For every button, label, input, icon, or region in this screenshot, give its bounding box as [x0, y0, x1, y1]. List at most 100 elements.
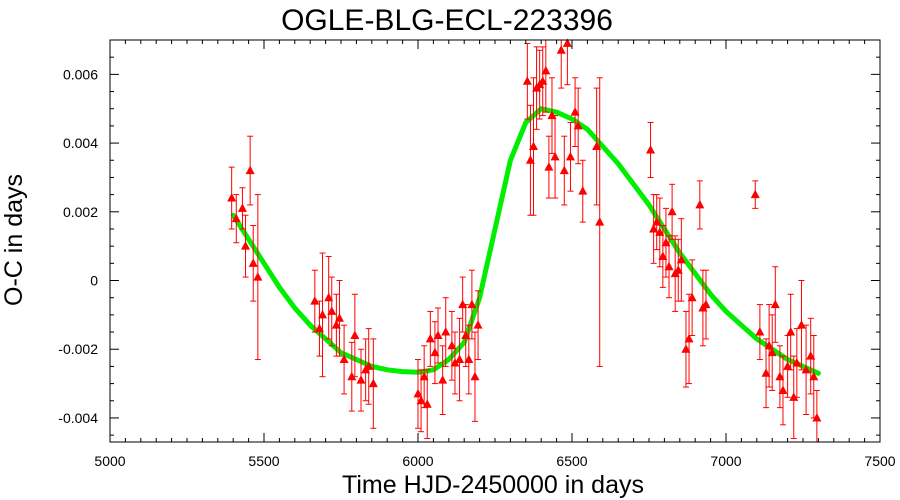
triangle-marker — [796, 320, 806, 329]
triangle-marker — [470, 371, 480, 381]
triangle-marker — [430, 347, 440, 357]
triangle-marker — [356, 375, 366, 384]
triangle-marker — [450, 357, 460, 367]
x-axis-label: Time HJD-2450000 in days — [342, 471, 644, 499]
data-point — [522, 42, 532, 120]
data-point — [318, 252, 328, 378]
triangle-marker — [461, 330, 471, 339]
triangle-marker — [750, 189, 760, 199]
triangle-marker — [755, 327, 765, 336]
triangle-marker — [529, 141, 538, 151]
triangle-marker — [812, 412, 822, 422]
data-point — [796, 280, 806, 371]
fit-curve — [230, 106, 821, 376]
data-point — [458, 276, 468, 333]
data-point — [565, 121, 575, 192]
data-point — [559, 135, 569, 206]
data-point — [664, 235, 674, 299]
data-point — [701, 269, 711, 340]
triangle-marker — [310, 296, 320, 305]
triangle-marker — [655, 227, 665, 236]
triangle-marker — [570, 107, 580, 116]
triangle-marker — [331, 320, 341, 329]
triangle-marker — [433, 330, 443, 339]
data-point — [775, 345, 785, 409]
data-point — [544, 135, 554, 199]
data-point — [241, 214, 251, 278]
data-point — [237, 187, 247, 230]
triangle-marker — [334, 313, 344, 322]
triangle-marker — [416, 395, 426, 405]
data-point — [529, 77, 538, 216]
y-tick-label: 0.002 — [63, 204, 98, 220]
triangle-marker — [339, 354, 349, 364]
triangle-marker — [573, 120, 583, 130]
data-point — [684, 293, 694, 385]
data-point — [245, 135, 255, 206]
data-point — [425, 310, 435, 367]
y-tick-label: -0.002 — [58, 341, 98, 357]
data-point — [334, 280, 344, 357]
triangle-marker — [538, 76, 548, 85]
triangle-marker — [778, 385, 788, 394]
triangle-marker — [473, 320, 483, 329]
triangle-marker — [314, 323, 324, 333]
axes-layer: 5000 5500 6000 6500 7000 7500 -0.004 -0.002 0 0.0… — [58, 40, 896, 469]
x-tick-label: 6500 — [556, 453, 587, 469]
data-point — [350, 293, 360, 378]
data-point — [789, 355, 799, 440]
data-point — [347, 341, 357, 412]
triangle-marker — [786, 327, 796, 336]
triangle-marker — [565, 151, 575, 161]
data-point — [227, 166, 237, 230]
data-point — [473, 290, 483, 361]
data-point — [339, 324, 349, 395]
data-point — [592, 87, 602, 206]
data-point — [314, 300, 324, 357]
triangle-marker — [525, 155, 535, 164]
data-point — [253, 194, 263, 361]
triangle-marker — [701, 299, 711, 309]
chart-title: OGLE-BLG-ECL-223396 — [281, 4, 613, 37]
data-point — [562, 38, 572, 86]
triangle-marker — [789, 392, 799, 401]
data-point — [578, 159, 588, 223]
data-point — [786, 293, 796, 371]
data-point — [812, 389, 822, 442]
triangle-marker — [248, 258, 258, 267]
fit-curve-layer — [230, 106, 821, 376]
triangle-marker — [649, 223, 659, 233]
x-tick-label: 7000 — [710, 453, 741, 469]
data-point — [667, 183, 677, 240]
y-axis-label: O-C in days — [0, 174, 28, 306]
triangle-marker — [413, 388, 423, 398]
triangle-marker — [441, 327, 451, 336]
triangle-marker — [673, 265, 683, 274]
triangle-marker — [467, 299, 477, 309]
triangle-marker — [783, 361, 793, 370]
data-point — [461, 304, 471, 367]
triangle-marker — [684, 333, 694, 343]
triangle-marker — [227, 193, 237, 202]
data-point — [433, 307, 443, 364]
data-point — [570, 77, 580, 148]
data-point — [755, 304, 765, 361]
data-point — [809, 334, 819, 419]
data-point — [447, 310, 457, 381]
data-point — [550, 115, 560, 199]
data-point — [655, 197, 665, 268]
triangle-marker — [547, 110, 557, 120]
triangle-marker — [350, 330, 360, 339]
x-tick-label: 6000 — [402, 453, 433, 469]
data-point — [695, 180, 705, 230]
triangle-marker — [253, 272, 263, 281]
data-point — [327, 276, 337, 347]
triangle-marker — [464, 354, 474, 364]
data-point — [801, 324, 811, 416]
triangle-marker — [562, 38, 572, 47]
triangle-marker — [455, 354, 465, 364]
data-point — [441, 297, 451, 367]
triangle-marker — [687, 292, 697, 302]
triangle-marker — [241, 241, 251, 250]
